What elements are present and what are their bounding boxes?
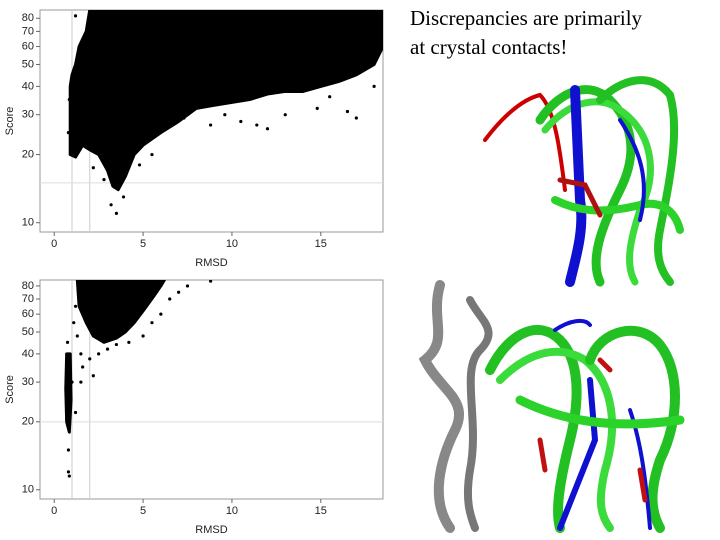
y-tick-label: 20 <box>22 416 34 428</box>
y-tick-label: 80 <box>22 12 34 24</box>
point <box>75 334 79 338</box>
point <box>255 123 259 127</box>
point <box>88 357 92 361</box>
protein-image-bottom <box>418 280 685 533</box>
point <box>328 95 332 99</box>
y-axis-title: Score <box>4 107 16 136</box>
point <box>73 410 78 415</box>
point <box>127 340 131 344</box>
y-tick-label: 40 <box>22 348 34 360</box>
point <box>114 211 119 215</box>
x-tick-label: 5 <box>140 505 146 517</box>
point <box>182 116 186 120</box>
x-tick-label: 15 <box>315 238 327 250</box>
point <box>97 352 101 356</box>
point <box>114 342 119 347</box>
point <box>66 448 71 452</box>
point <box>171 113 175 117</box>
point <box>239 119 243 124</box>
x-tick-label: 5 <box>140 238 146 250</box>
point <box>150 321 154 325</box>
point <box>73 14 78 18</box>
x-tick-label: 15 <box>315 505 327 517</box>
point <box>72 321 76 325</box>
dense-point-cloud <box>75 280 166 344</box>
y-tick-label: 30 <box>22 376 34 388</box>
point <box>150 152 154 157</box>
point <box>66 131 71 135</box>
y-tick-label: 70 <box>22 293 34 305</box>
y-tick-label: 60 <box>22 40 34 52</box>
x-tick-label: 10 <box>226 238 238 250</box>
x-tick-label: 0 <box>51 238 57 250</box>
point <box>65 340 70 344</box>
point <box>185 284 190 288</box>
caption-line: Discrepancies are primarily <box>410 6 643 30</box>
x-tick-label: 10 <box>226 505 238 517</box>
y-tick-label: 50 <box>22 58 34 70</box>
plot-content <box>40 10 383 232</box>
point <box>102 178 106 182</box>
point <box>91 374 95 378</box>
point <box>73 304 78 308</box>
x-tick-label: 0 <box>51 505 57 517</box>
point <box>223 113 227 117</box>
y-tick-label: 60 <box>22 308 34 320</box>
point <box>159 312 163 316</box>
y-axis-title: Score <box>4 375 16 404</box>
point <box>109 330 113 334</box>
dense-point-cloud <box>68 10 383 192</box>
point <box>81 365 85 369</box>
y-tick-label: 10 <box>22 217 34 229</box>
point <box>67 474 71 478</box>
point <box>177 290 181 294</box>
point <box>121 195 126 199</box>
y-tick-label: 50 <box>22 326 34 338</box>
point <box>265 127 270 131</box>
point <box>91 166 95 170</box>
y-tick-label: 10 <box>22 484 34 496</box>
point <box>209 280 213 283</box>
point <box>345 109 350 114</box>
point <box>79 352 83 356</box>
y-tick-label: 70 <box>22 25 34 37</box>
y-tick-label: 30 <box>22 109 34 121</box>
point <box>137 163 142 167</box>
protein-image-top <box>480 65 684 287</box>
plot-content <box>40 280 383 499</box>
point <box>354 116 358 120</box>
point <box>67 97 71 102</box>
y-tick-label: 20 <box>22 148 34 160</box>
point <box>109 203 113 207</box>
y-tick-label: 40 <box>22 80 34 92</box>
point <box>141 334 145 338</box>
x-axis-title: RMSD <box>195 524 227 536</box>
x-axis-title: RMSD <box>195 257 227 269</box>
caption-line: at crystal contacts! <box>410 35 567 59</box>
point <box>79 380 83 384</box>
point <box>168 297 172 301</box>
point <box>372 84 376 89</box>
point <box>315 106 319 110</box>
point <box>283 113 287 117</box>
point <box>105 347 110 351</box>
point <box>66 470 71 474</box>
y-tick-label: 80 <box>22 280 34 292</box>
dense-point-cloud <box>64 352 73 434</box>
point <box>70 380 74 384</box>
point <box>209 123 213 127</box>
